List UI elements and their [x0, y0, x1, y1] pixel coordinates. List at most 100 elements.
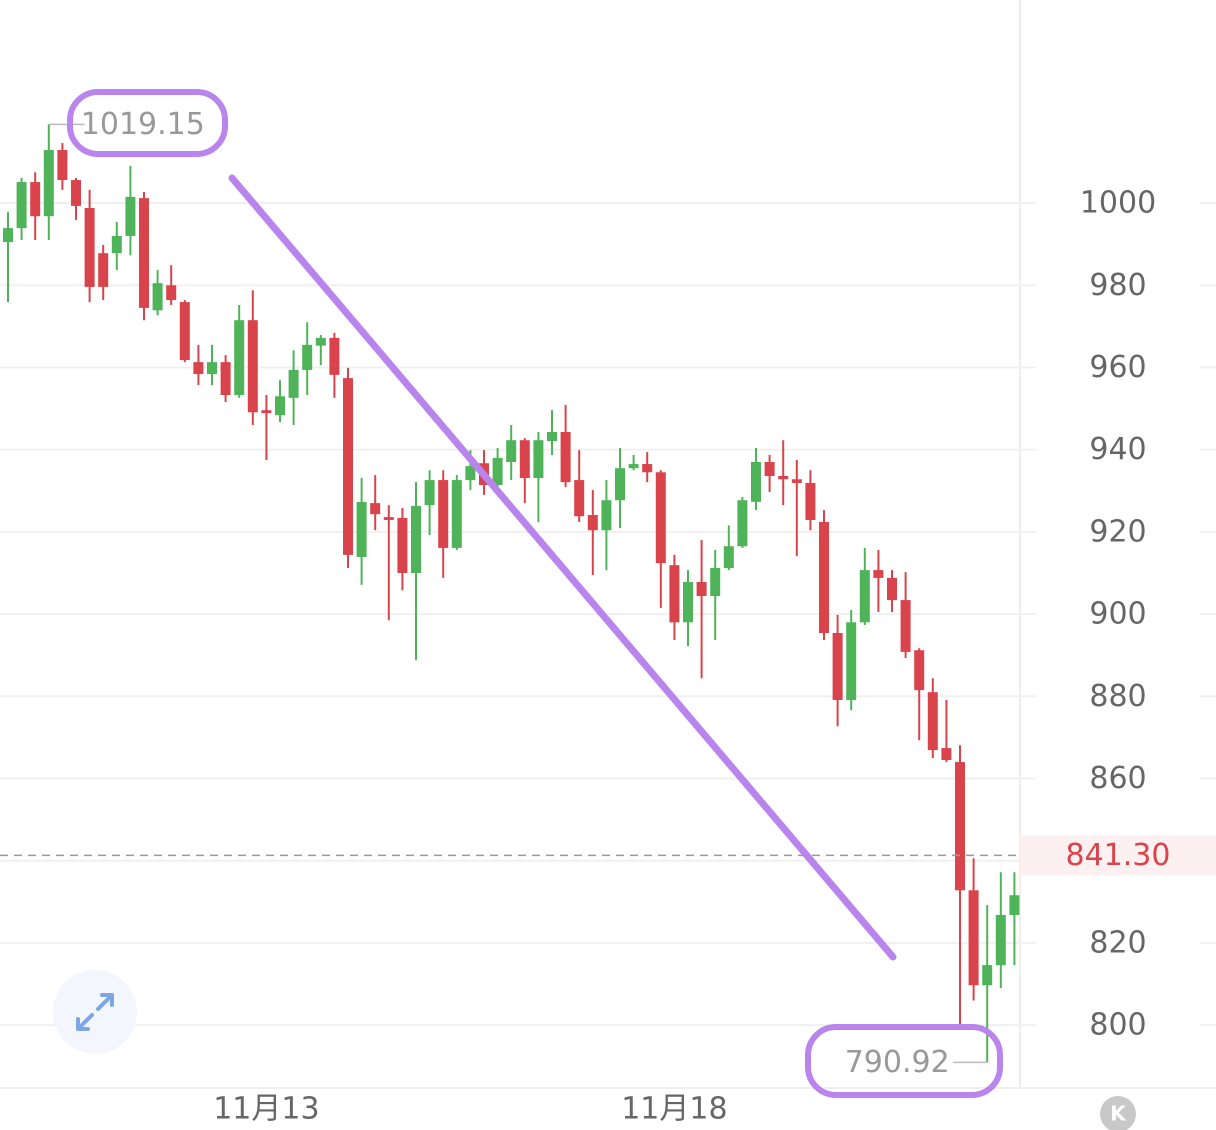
- expand-bg: [53, 970, 137, 1054]
- y-tick-label: 1000: [1080, 186, 1156, 221]
- candle-body: [57, 150, 68, 181]
- candle-body: [506, 440, 517, 462]
- candle-body: [574, 480, 585, 517]
- y-tick-label: 960: [1089, 350, 1146, 385]
- candle-body: [615, 468, 625, 501]
- candle-body: [805, 482, 816, 520]
- candle-body: [900, 600, 911, 652]
- candle-body: [234, 320, 245, 396]
- candle-body: [791, 479, 802, 483]
- candle-body: [139, 198, 149, 308]
- candle-body: [710, 568, 721, 596]
- candle-body: [343, 378, 353, 555]
- candle-body: [846, 622, 857, 700]
- candle-body: [914, 650, 925, 691]
- candle-body: [601, 500, 612, 531]
- candle-body: [669, 565, 680, 623]
- candle-body: [451, 480, 462, 548]
- candle-body: [873, 570, 884, 578]
- expand-icon: [76, 993, 114, 1031]
- candle-body: [887, 577, 897, 601]
- y-tick-label: 900: [1089, 597, 1146, 632]
- candle-body: [397, 517, 408, 573]
- candle-body: [519, 440, 530, 479]
- candle-body: [438, 480, 449, 548]
- candle-body: [859, 570, 870, 623]
- candle-body: [560, 431, 571, 483]
- candle-body: [995, 914, 1006, 966]
- x-tick-label: 11月13: [213, 1092, 319, 1127]
- candle-body: [955, 762, 965, 891]
- candle-body: [315, 337, 326, 346]
- kline-button-label: K: [1110, 1102, 1127, 1126]
- candle-body: [628, 464, 639, 469]
- last-price-label: 841.30: [1066, 838, 1171, 873]
- y-tick-label: 860: [1089, 761, 1146, 796]
- overlay: 1019.15 790.92 841.30: [0, 107, 1216, 1080]
- candle-body: [587, 515, 598, 531]
- kline-button[interactable]: K: [1100, 1096, 1136, 1130]
- candle-body: [302, 344, 313, 370]
- candle-body: [84, 207, 95, 287]
- candle-body: [941, 748, 952, 760]
- candle-body: [383, 517, 394, 520]
- y-tick-label: 820: [1089, 925, 1146, 960]
- candle-body: [1009, 895, 1020, 915]
- candle-body: [751, 461, 761, 502]
- y-tick-label: 980: [1089, 268, 1146, 303]
- candle-body: [411, 505, 421, 573]
- candle-body: [98, 253, 109, 287]
- candle-body: [275, 396, 285, 416]
- candle-body: [179, 302, 190, 361]
- high-marker-label: 1019.15: [81, 107, 205, 142]
- candle-body: [968, 890, 979, 986]
- candle-body: [927, 692, 938, 751]
- candle-body: [982, 965, 993, 986]
- kline-button-bg: [1100, 1096, 1136, 1130]
- candle-body: [737, 500, 748, 547]
- candle-body: [30, 182, 41, 217]
- candle-body: [723, 546, 734, 569]
- drawn-trend-line: [228, 174, 897, 961]
- low-marker-label: 790.92: [845, 1045, 950, 1080]
- y-tick-label: 880: [1089, 679, 1146, 714]
- candle-body: [166, 285, 177, 301]
- expand-button[interactable]: [53, 970, 137, 1054]
- candle-body: [696, 582, 707, 596]
- candle-body: [547, 431, 557, 442]
- y-tick-label: 800: [1089, 1008, 1146, 1043]
- candles: [3, 124, 1020, 1063]
- candle-body: [71, 180, 81, 206]
- candle-body: [43, 150, 54, 217]
- candle-body: [819, 522, 829, 633]
- candle-body: [111, 235, 122, 254]
- candle-body: [193, 362, 204, 375]
- candle-body: [220, 362, 231, 396]
- last-price-box: [1020, 835, 1216, 876]
- candle-body: [655, 472, 666, 564]
- candle-body: [370, 503, 381, 515]
- candle-body: [492, 457, 503, 486]
- candle-body: [247, 320, 258, 413]
- candle-body: [778, 475, 789, 480]
- candle-body: [152, 283, 163, 311]
- drawn-circle-low: [805, 1024, 1003, 1098]
- candle-body: [125, 196, 136, 236]
- candle-body: [329, 337, 340, 375]
- candle-body: [764, 461, 775, 476]
- drawn-circle-high: [67, 89, 228, 157]
- candle-body: [261, 410, 272, 414]
- grid: 800 820 860 880 900 920 940 960 980 1000 11月13 11月1…: [0, 186, 1216, 1127]
- candle-body: [3, 228, 13, 243]
- candle-body: [424, 480, 435, 506]
- y-tick-label: 940: [1089, 432, 1146, 467]
- candle-body: [832, 632, 843, 700]
- candle-body: [642, 464, 653, 473]
- candle-body: [533, 440, 544, 479]
- candle-body: [288, 369, 299, 398]
- candle-body: [16, 182, 27, 229]
- candle-body: [207, 362, 217, 375]
